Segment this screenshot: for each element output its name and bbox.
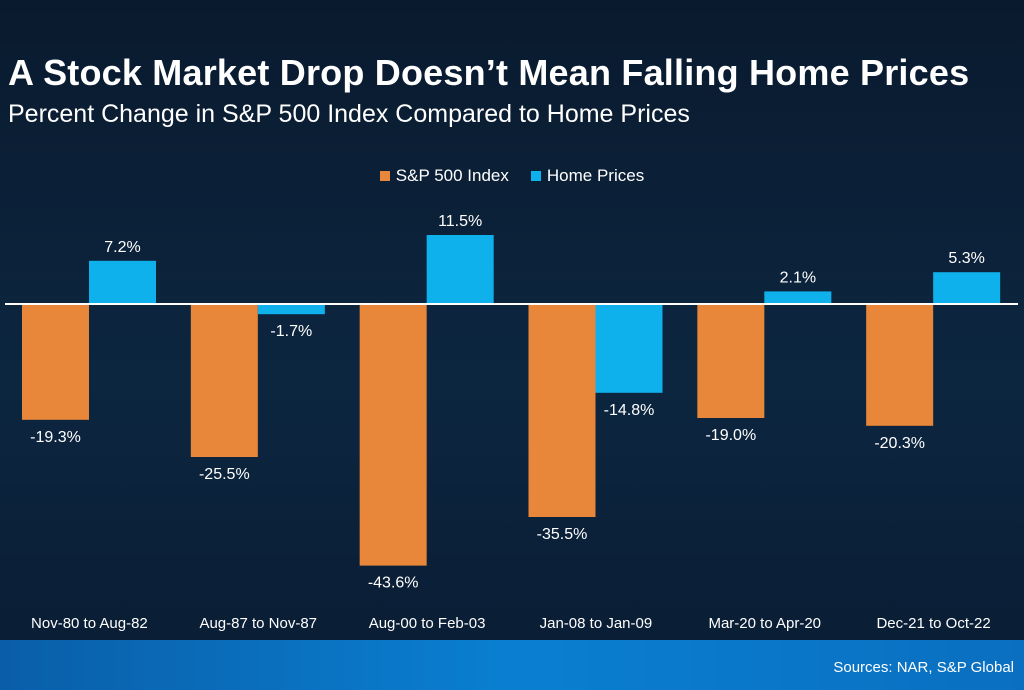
bar-home-prices-1	[257, 304, 325, 315]
data-label-home-prices-3: -14.8%	[604, 402, 655, 419]
footer-bar: Sources: NAR, S&P Global	[0, 640, 1024, 690]
legend: S&P 500 Index Home Prices	[0, 166, 1024, 186]
chart-subtitle: Percent Change in S&P 500 Index Compared…	[8, 100, 690, 128]
category-label-5: Dec-21 to Oct-22	[876, 615, 990, 632]
legend-item-home-prices: Home Prices	[530, 166, 645, 186]
legend-label-sp500: S&P 500 Index	[395, 166, 509, 185]
chart-title: A Stock Market Drop Doesn’t Mean Falling…	[8, 52, 970, 93]
category-label-3: Jan-08 to Jan-09	[540, 615, 653, 632]
bar-sp500-1	[190, 304, 258, 457]
bar-home-prices-5	[933, 272, 1001, 304]
bar-home-prices-2	[426, 235, 494, 304]
category-label-4: Mar-20 to Apr-20	[708, 615, 821, 632]
bar-home-prices-0	[89, 260, 156, 304]
data-label-sp500-2: -43.6%	[368, 575, 419, 592]
data-label-home-prices-5: 5.3%	[948, 250, 984, 267]
data-label-sp500-1: -25.5%	[199, 466, 250, 483]
bar-sp500-4	[697, 304, 765, 418]
category-label-2: Aug-00 to Feb-03	[369, 615, 486, 632]
data-label-home-prices-0: 7.2%	[104, 239, 140, 256]
legend-swatch-sp500	[379, 171, 390, 181]
data-label-home-prices-1: -1.7%	[270, 323, 312, 340]
bar-sp500-0	[22, 304, 89, 420]
data-label-home-prices-2: 11.5%	[438, 213, 482, 230]
legend-swatch-home-prices	[530, 171, 541, 181]
data-label-sp500-0: -19.3%	[30, 429, 81, 446]
data-label-sp500-4: -19.0%	[705, 427, 756, 444]
bar-sp500-3	[528, 304, 596, 517]
data-label-sp500-3: -35.5%	[537, 526, 588, 543]
bar-home-prices-3	[595, 304, 663, 393]
category-label-0: Nov-80 to Aug-82	[31, 615, 148, 632]
bar-sp500-2	[359, 304, 427, 566]
legend-item-sp500: S&P 500 Index	[379, 166, 509, 186]
legend-label-home-prices: Home Prices	[546, 166, 645, 185]
category-label-1: Aug-87 to Nov-87	[199, 615, 317, 632]
data-label-home-prices-4: 2.1%	[780, 269, 816, 286]
bar-home-prices-4	[764, 291, 832, 304]
source-note: Sources: NAR, S&P Global	[833, 659, 1014, 676]
data-label-sp500-5: -20.3%	[874, 435, 925, 452]
bar-sp500-5	[866, 304, 934, 426]
